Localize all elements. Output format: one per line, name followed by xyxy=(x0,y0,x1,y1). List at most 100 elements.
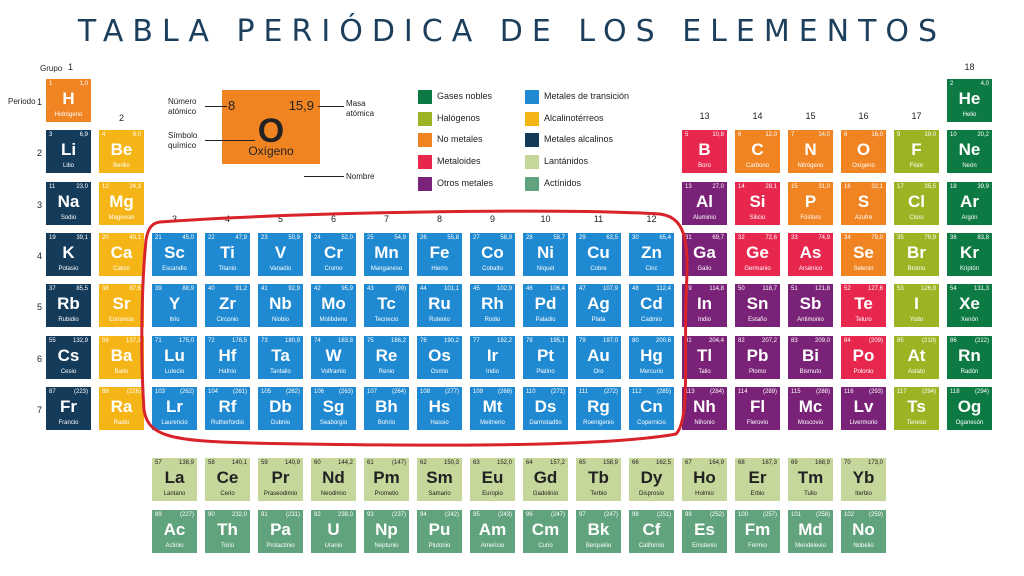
element-name: Tecnecio xyxy=(374,317,399,324)
element-fr: 87 (223) Fr Francio xyxy=(46,386,91,430)
element-lv: 116 (293) Lv Livermorio xyxy=(841,386,886,430)
atomic-number: 83 xyxy=(791,337,798,344)
element-name: Titanio xyxy=(218,265,237,272)
legend-swatch xyxy=(418,155,432,169)
element-db: 105 (262) Db Dubnio xyxy=(258,386,303,430)
element-name: Copernicio xyxy=(637,419,666,426)
element-symbol: Cd xyxy=(640,294,663,314)
atomic-mass: 6,9 xyxy=(79,132,88,139)
element-name: Polonio xyxy=(853,368,874,375)
atomic-number: 92 xyxy=(314,512,321,518)
element-name: Argón xyxy=(961,214,978,221)
atomic-mass: (294) xyxy=(921,388,936,395)
element-name: Itrio xyxy=(169,317,180,324)
atomic-number: 102 xyxy=(844,512,855,518)
element-name: Níquel xyxy=(536,265,555,272)
atomic-mass: (259) xyxy=(868,512,883,518)
element-cl: 17 35,5 Cl Cloro xyxy=(894,181,939,225)
key-leader-mass xyxy=(318,106,344,107)
atomic-mass: (261) xyxy=(232,388,247,395)
atomic-mass: 9,0 xyxy=(132,132,141,139)
legend-label: Lantánidos xyxy=(544,156,589,166)
element-name: Hidrógeno xyxy=(54,112,83,118)
atomic-mass: 92,9 xyxy=(288,286,300,293)
element-name: Tantalio xyxy=(270,368,291,375)
element-symbol: He xyxy=(958,89,981,108)
atomic-number: 58 xyxy=(208,460,215,466)
atomic-number: 40 xyxy=(208,286,215,293)
atomic-mass: (251) xyxy=(656,512,671,518)
atomic-number: 31 xyxy=(685,234,692,241)
element-k: 19 39,1 K Potasio xyxy=(46,232,91,276)
element-symbol: Ce xyxy=(216,468,239,487)
element-ac: 89 (227) Ac Actinio xyxy=(152,510,197,553)
group-number: 15 xyxy=(805,111,816,121)
element-cu: 29 63,5 Cu Cobre xyxy=(576,232,621,276)
key-label-number-1: Número xyxy=(168,97,197,106)
atomic-mass: 112,4 xyxy=(656,286,671,293)
element-name: Yodo xyxy=(909,317,924,324)
atomic-number: 9 xyxy=(897,132,901,139)
atomic-number: 50 xyxy=(738,286,745,293)
element-symbol: As xyxy=(799,242,822,262)
atomic-number: 72 xyxy=(208,337,215,344)
element-h: 1 1,0 H Hidrógeno xyxy=(46,79,91,122)
element-name: Californio xyxy=(638,543,665,549)
element-name: Mercurio xyxy=(639,368,664,375)
periodo-label: Periodo xyxy=(8,97,36,106)
element-tb: 65 158,9 Tb Terbio xyxy=(576,458,621,501)
key-leader-number xyxy=(205,106,227,107)
atomic-number: 49 xyxy=(685,286,692,293)
element-la: 57 138,9 La Lantano xyxy=(152,458,197,501)
element-name: Flúor xyxy=(909,163,924,170)
atomic-number: 114 xyxy=(738,388,748,395)
atomic-mass: 175,0 xyxy=(178,337,194,344)
atomic-number: 45 xyxy=(473,286,480,293)
atomic-number: 61 xyxy=(367,460,374,466)
element-name: Kriptón xyxy=(959,265,979,272)
atomic-mass: 83,8 xyxy=(977,234,989,241)
atomic-mass: 121,8 xyxy=(814,286,830,293)
atomic-mass: 101,1 xyxy=(443,286,459,293)
element-he: 2 4,0 He Helio xyxy=(947,79,992,122)
atomic-number: 6 xyxy=(738,132,742,139)
element-lr: 103 (262) Lr Laurencio xyxy=(152,386,197,430)
element-symbol: Os xyxy=(428,345,451,365)
atomic-mass: 186,2 xyxy=(390,337,406,344)
element-symbol: Es xyxy=(694,520,715,539)
element-bi: 83 209,0 Bi Bismuto xyxy=(788,335,833,379)
element-symbol: Am xyxy=(478,520,507,539)
atomic-mass: 12,0 xyxy=(765,132,777,139)
element-symbol: Hf xyxy=(218,345,237,365)
key-number: 8 xyxy=(228,98,236,113)
element-ag: 47 107,9 Ag Plata xyxy=(576,284,621,328)
element-mc: 115 (288) Mc Moscovio xyxy=(788,386,833,430)
element-name: Erbio xyxy=(750,491,765,497)
atomic-number: 32 xyxy=(738,234,745,241)
element-tc: 43 (99) Tc Tecnecio xyxy=(364,284,409,328)
element-name: Teneso xyxy=(906,419,927,426)
element-name: Bismuto xyxy=(799,368,822,375)
element-symbol: Xe xyxy=(959,294,980,314)
atomic-mass: 164,9 xyxy=(708,460,724,466)
element-es: 99 (252) Es Einstenio xyxy=(682,510,727,553)
element-name: Disprosio xyxy=(638,491,664,497)
element-ge: 32 72,6 Ge Germanio xyxy=(735,232,780,276)
element-name: Meitnerio xyxy=(480,419,505,426)
element-ru: 44 101,1 Ru Rutenio xyxy=(417,284,462,328)
element-symbol: Bi xyxy=(802,345,819,365)
atomic-mass: (258) xyxy=(815,512,830,518)
atomic-mass: 40,1 xyxy=(129,234,141,241)
element-name: Cobre xyxy=(590,265,607,272)
legend-swatch xyxy=(525,155,539,169)
element-ce: 58 140,1 Ce Cerio xyxy=(205,458,250,501)
atomic-mass: 55,8 xyxy=(447,234,459,241)
legend-label: Gases nobles xyxy=(437,91,493,101)
atomic-mass: 23,0 xyxy=(76,183,88,190)
element-po: 84 (209) Po Polonio xyxy=(841,335,886,379)
legend-label: Otros metales xyxy=(437,178,494,188)
element-symbol: F xyxy=(911,140,922,160)
atomic-number: 8 xyxy=(844,132,848,139)
element-kr: 36 83,8 Kr Kriptón xyxy=(947,232,992,276)
element-symbol: Mn xyxy=(374,242,399,262)
